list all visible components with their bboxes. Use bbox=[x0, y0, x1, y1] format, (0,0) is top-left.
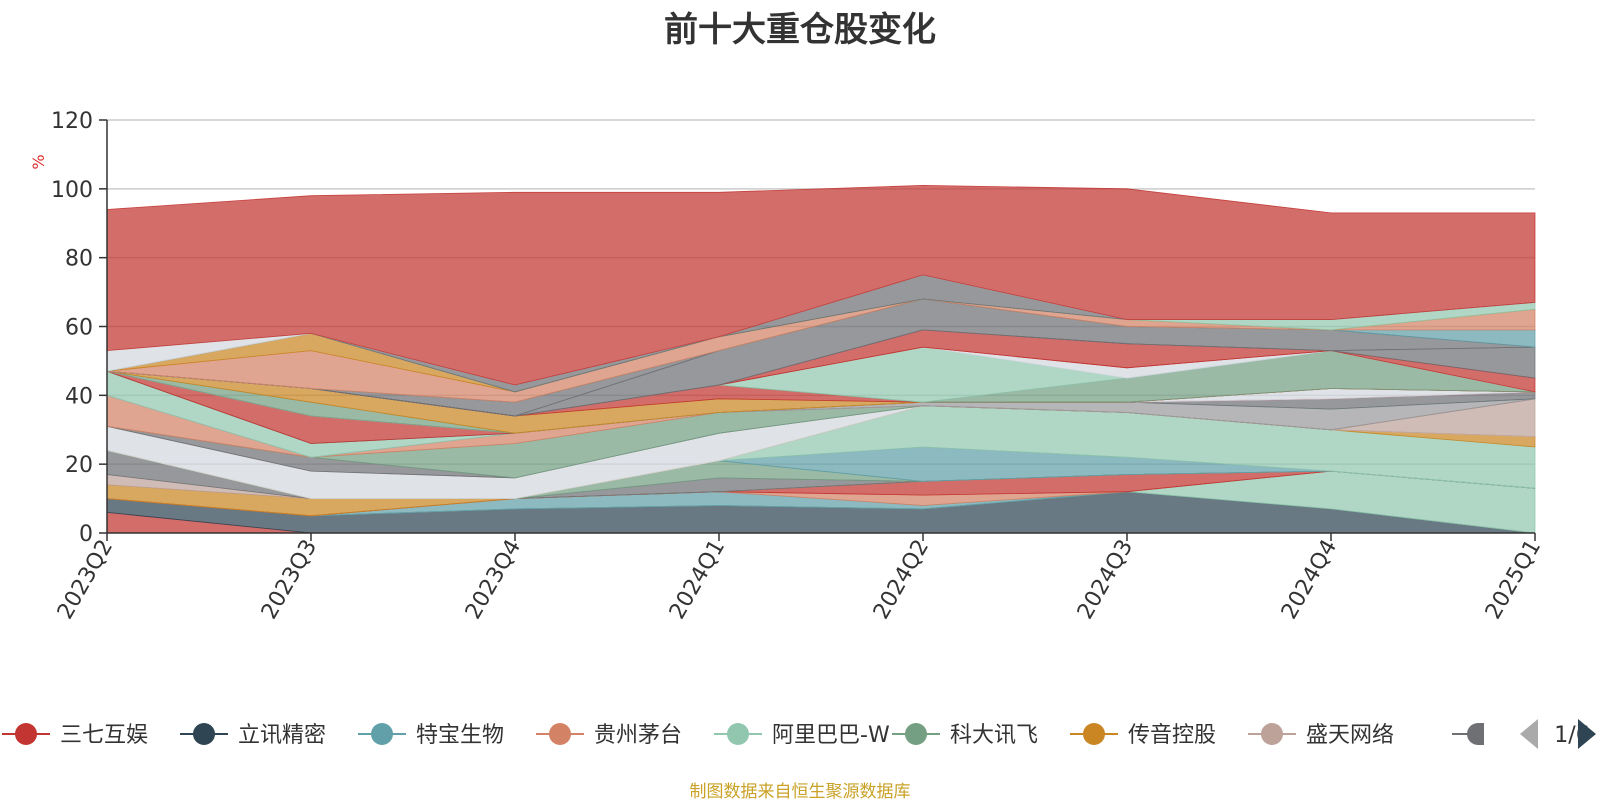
x-tick-label: 2023Q2 bbox=[53, 536, 118, 624]
legend-marker bbox=[549, 723, 571, 745]
y-tick-label: 20 bbox=[65, 453, 93, 478]
y-tick-label: 100 bbox=[51, 178, 93, 203]
area-series bbox=[106, 184, 1536, 386]
y-tick-label: 60 bbox=[65, 316, 93, 341]
legend-label: 盛天网络 bbox=[1306, 723, 1394, 748]
chart-title: 前十大重仓股变化 bbox=[664, 10, 936, 50]
legend-marker bbox=[727, 723, 749, 745]
legend-label: 科大讯飞 bbox=[950, 723, 1038, 748]
legend-marker bbox=[193, 723, 215, 745]
legend-item[interactable]: 科大讯飞 bbox=[892, 723, 1038, 748]
y-axis-unit-label: % bbox=[29, 154, 48, 169]
legend-item[interactable]: 传音控股 bbox=[1070, 723, 1216, 748]
legend-next-page-icon[interactable] bbox=[1578, 719, 1596, 749]
x-tick-label: 2023Q3 bbox=[257, 536, 322, 624]
legend-label: 贵州茅台 bbox=[594, 723, 682, 748]
y-tick-label: 40 bbox=[65, 384, 93, 409]
x-tick-label: 2024Q3 bbox=[1073, 536, 1138, 624]
legend-marker bbox=[1467, 723, 1484, 745]
legend-item[interactable]: 贵州茅台 bbox=[536, 723, 682, 748]
x-tick-label: 2024Q4 bbox=[1277, 536, 1342, 624]
legend-item[interactable]: 特宝生物 bbox=[358, 723, 504, 748]
y-tick-label: 0 bbox=[79, 522, 93, 547]
legend[interactable]: 三七互娱 立讯精密 特宝生物 贵州茅台 阿里巴巴-W 科大讯飞 传音控股 盛天网络 1/6 bbox=[2, 719, 1596, 749]
legend-label: 三七互娱 bbox=[60, 723, 148, 748]
x-tick-label: 2024Q2 bbox=[869, 536, 934, 624]
legend-marker bbox=[15, 723, 37, 745]
legend-label: 特宝生物 bbox=[416, 723, 504, 748]
legend-label: 立讯精密 bbox=[238, 723, 326, 748]
x-tick-label: 2025Q1 bbox=[1481, 536, 1546, 624]
x-tick-label: 2023Q4 bbox=[461, 536, 526, 624]
legend-marker bbox=[1083, 723, 1105, 745]
legend-prev-page-icon[interactable] bbox=[1520, 719, 1538, 749]
legend-item[interactable]: 盛天网络 bbox=[1248, 723, 1394, 748]
legend-label: 阿里巴巴-W bbox=[772, 723, 890, 748]
legend-item[interactable]: 立讯精密 bbox=[180, 723, 326, 748]
area-layer bbox=[106, 184, 1536, 534]
source-note: 制图数据来自恒生聚源数据库 bbox=[689, 782, 911, 802]
legend-marker bbox=[1261, 723, 1283, 745]
x-tick-label: 2024Q1 bbox=[665, 536, 730, 624]
legend-item-truncated[interactable] bbox=[1452, 723, 1484, 745]
legend-marker bbox=[905, 723, 927, 745]
legend-label: 传音控股 bbox=[1128, 723, 1216, 748]
y-tick-label: 120 bbox=[51, 109, 93, 134]
legend-marker bbox=[371, 723, 393, 745]
legend-item[interactable]: 三七互娱 bbox=[2, 723, 148, 748]
y-tick-label: 80 bbox=[65, 247, 93, 272]
legend-item[interactable]: 阿里巴巴-W bbox=[714, 723, 890, 748]
